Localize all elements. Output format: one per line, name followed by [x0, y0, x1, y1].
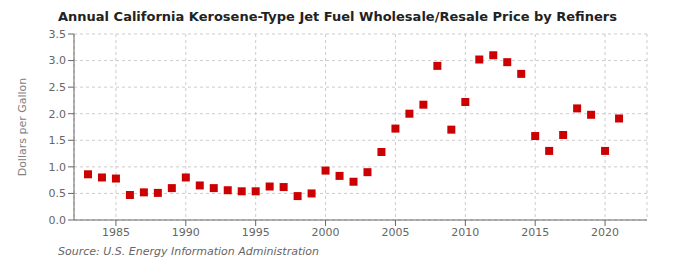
svg-text:0.5: 0.5 [49, 187, 67, 200]
svg-text:2.0: 2.0 [49, 108, 67, 121]
svg-text:1985: 1985 [102, 226, 130, 239]
svg-text:1.0: 1.0 [49, 161, 67, 174]
svg-text:2015: 2015 [521, 226, 549, 239]
svg-text:1995: 1995 [242, 226, 270, 239]
svg-text:3.5: 3.5 [49, 28, 67, 41]
svg-text:3.0: 3.0 [49, 54, 67, 67]
html-text:Annual California Kerosene-Typ: Annual California Kerosene-Type Jet Fuel… [58, 9, 617, 24]
svg-text:1990: 1990 [172, 226, 200, 239]
svg-text:2.5: 2.5 [49, 81, 67, 94]
svg-text:2005: 2005 [381, 226, 409, 239]
svg-text:2000: 2000 [312, 226, 340, 239]
svg-text:0.0: 0.0 [49, 214, 67, 227]
svg-text:2020: 2020 [591, 226, 619, 239]
html-text:Source: U.S. Energy Informatio: Source: U.S. Energy Information Administ… [58, 245, 319, 258]
svg-text:1.5: 1.5 [49, 134, 67, 147]
svg-text:2010: 2010 [451, 226, 479, 239]
svg-text:Dollars per Gallon: Dollars per Gallon [16, 78, 29, 177]
